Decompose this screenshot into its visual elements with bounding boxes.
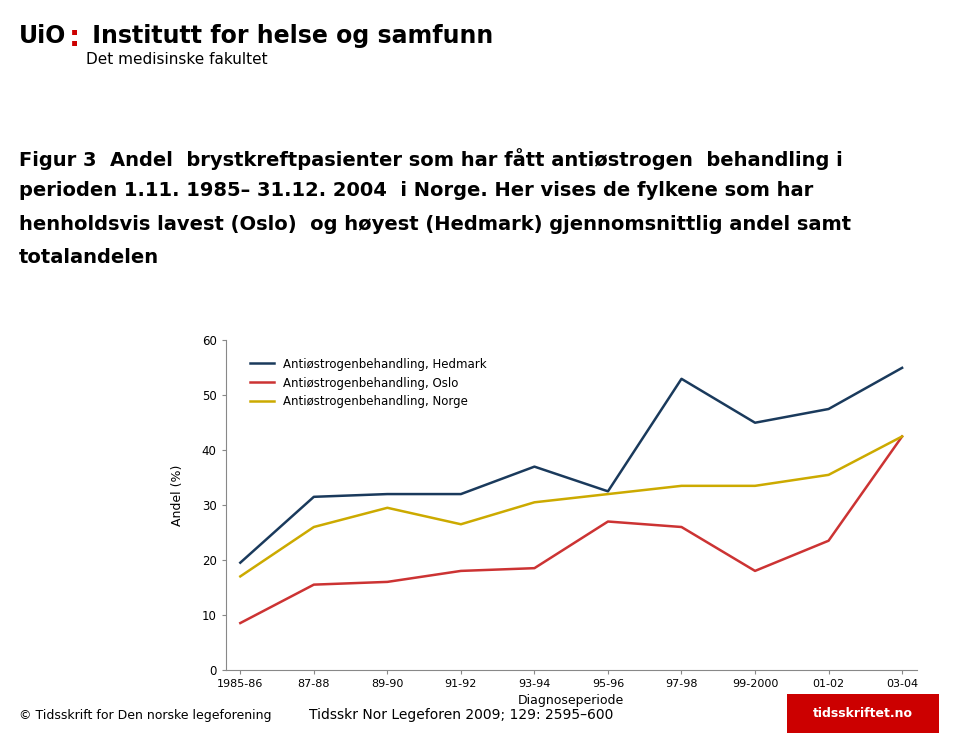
Text: Figur 3  Andel  brystkreftpasienter som har fått antiøstrogen  behandling i: Figur 3 Andel brystkreftpasienter som ha… [19,148,843,170]
Text: :: : [69,24,81,52]
Text: totalandelen: totalandelen [19,248,159,267]
Text: UiO: UiO [19,24,66,47]
Legend: Antiøstrogenbehandling, Hedmark, Antiøstrogenbehandling, Oslo, Antiøstrogenbehan: Antiøstrogenbehandling, Hedmark, Antiøst… [246,353,492,413]
Text: perioden 1.11. 1985– 31.12. 2004  i Norge. Her vises de fylkene som har: perioden 1.11. 1985– 31.12. 2004 i Norge… [19,181,813,201]
X-axis label: Diagnoseperiode: Diagnoseperiode [518,694,624,707]
Text: Andel (%): Andel (%) [171,465,184,526]
Text: © Tidsskrift for Den norske legeforening: © Tidsskrift for Den norske legeforening [19,708,272,722]
Text: Institutt for helse og samfunn: Institutt for helse og samfunn [84,24,493,47]
Text: henholdsvis lavest (Oslo)  og høyest (Hedmark) gjennomsnittlig andel samt: henholdsvis lavest (Oslo) og høyest (Hed… [19,215,852,234]
Text: Tidsskr Nor Legeforen 2009; 129: 2595–600: Tidsskr Nor Legeforen 2009; 129: 2595–60… [308,707,613,722]
Text: Det medisinske fakultet: Det medisinske fakultet [86,52,268,67]
Text: tidsskriftet.no: tidsskriftet.no [813,707,913,720]
